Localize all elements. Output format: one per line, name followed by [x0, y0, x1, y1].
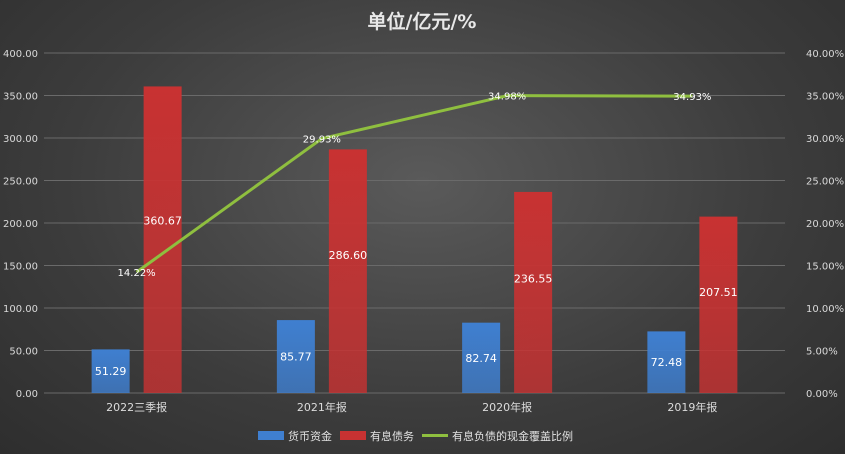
cash-bar: [91, 349, 130, 393]
debt-data-label: 360.67: [143, 214, 182, 227]
y-tick-label-left: 350.00: [3, 92, 38, 103]
debt-bar: [328, 149, 367, 393]
y-tick-label-left: 200.00: [3, 219, 38, 230]
cash-data-label: 51.29: [95, 365, 127, 378]
legend-label: 有息负债的现金覆盖比例: [452, 429, 573, 443]
x-axis: 2022三季报 2021年报 2020年报 2019年报: [106, 400, 717, 414]
y-tick-label-left: 0.00: [16, 389, 38, 400]
legend-label: 货币资金: [288, 429, 332, 443]
ratio-data-label: 34.98%: [488, 92, 526, 103]
cash-data-label: 85.77: [280, 351, 312, 364]
ratio-data-label: 14.22%: [118, 268, 156, 279]
y-tick-label-right: 30.00%: [806, 134, 844, 145]
y-tick-label-right: 35.00%: [806, 92, 844, 103]
legend-label: 有息债务: [370, 429, 414, 443]
ratio-line-path: [135, 94, 693, 274]
ratio-line: [135, 94, 693, 274]
ratio-data-label: 29.93%: [303, 135, 341, 146]
data-labels: 51.29 360.67 85.77 286.60 82.74 236.55 72.48 20…: [95, 92, 738, 379]
y-tick-label-left: 400.00: [3, 49, 38, 60]
bars: [91, 86, 738, 394]
y-axis-right: 0.00% 5.00% 10.00% 15.00% 20.00% 25.00% 30.00%…: [806, 49, 844, 400]
cash-data-label: 72.48: [651, 356, 683, 369]
debt-bar: [514, 191, 553, 393]
debt-bar: [143, 86, 182, 394]
chart-title: 单位/亿元/%: [368, 10, 477, 33]
x-category-label: 2021年报: [297, 400, 347, 414]
x-category-label: 2022三季报: [106, 400, 167, 414]
y-tick-label-left: 150.00: [3, 262, 38, 273]
legend: 货币资金 有息债务 有息负债的现金覆盖比例: [258, 429, 573, 443]
y-tick-label-left: 300.00: [3, 134, 38, 145]
debt-bar: [699, 216, 738, 393]
y-tick-label-right: 40.00%: [806, 49, 844, 60]
legend-swatch: [340, 431, 366, 440]
y-tick-label-left: 50.00: [9, 347, 38, 358]
y-tick-label-right: 5.00%: [806, 347, 838, 358]
ratio-data-label: 34.93%: [673, 92, 711, 103]
cash-data-label: 82.74: [465, 352, 497, 365]
debt-data-label: 236.55: [514, 272, 553, 285]
y-tick-label-left: 250.00: [3, 177, 38, 188]
debt-data-label: 286.60: [329, 249, 368, 262]
x-category-label: 2019年报: [667, 400, 717, 414]
cash-bar: [462, 322, 501, 393]
x-category-label: 2020年报: [482, 400, 532, 414]
y-axis-left: 0.00 50.00 100.00 150.00 200.00 250.00 300.00 3…: [3, 49, 38, 400]
y-tick-label-right: 25.00%: [806, 177, 844, 188]
y-tick-label-left: 100.00: [3, 304, 38, 315]
y-tick-label-right: 20.00%: [806, 219, 844, 230]
y-tick-label-right: 0.00%: [806, 389, 838, 400]
y-tick-label-right: 15.00%: [806, 262, 844, 273]
cash-bar: [276, 320, 315, 393]
legend-swatch: [258, 431, 284, 440]
cash-bar: [647, 331, 686, 393]
y-tick-label-right: 10.00%: [806, 304, 844, 315]
debt-data-label: 207.51: [699, 286, 738, 299]
